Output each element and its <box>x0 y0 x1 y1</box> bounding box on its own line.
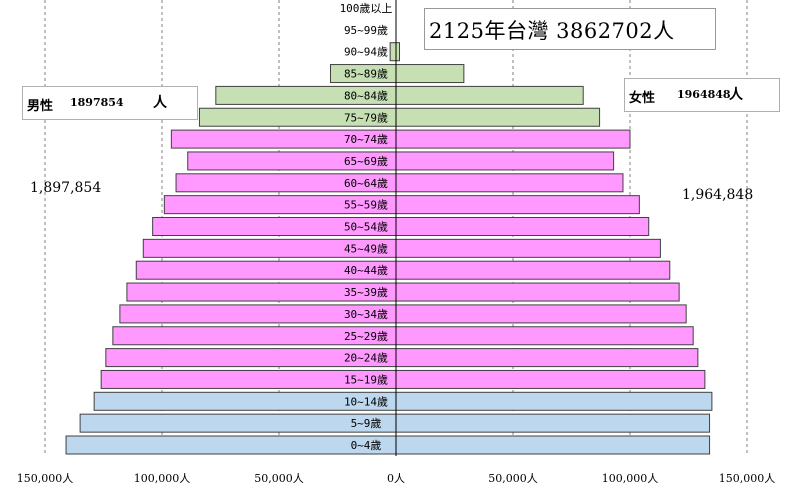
male-bar <box>79 413 397 433</box>
age-label: 60~64歲 <box>344 176 388 190</box>
female-bar <box>395 217 650 236</box>
chart-title: 2125年台灣 3862702人 <box>429 19 675 43</box>
female-bar <box>395 85 584 105</box>
female-bar <box>395 64 465 84</box>
female-bar <box>395 260 671 280</box>
male-bar <box>65 435 397 455</box>
age-label: 70~74歲 <box>344 132 388 146</box>
age-label: 80~84歲 <box>344 88 388 102</box>
female-legend-box: 女性 1964848 人 <box>624 78 780 112</box>
female-bar <box>395 413 711 433</box>
age-label: 25~29歲 <box>344 329 388 343</box>
female-bar <box>395 195 640 215</box>
age-label: 100歲以上 <box>340 1 393 15</box>
x-tick-label: 100,000人 <box>602 472 659 485</box>
age-label: 95~99歲 <box>344 23 388 37</box>
age-label: 10~14歲 <box>344 394 388 408</box>
female-bar <box>395 107 601 127</box>
male-unit: 人 <box>153 95 167 111</box>
male-legend-box: 男性 1897854 人 <box>22 86 198 120</box>
female-bar <box>395 238 661 258</box>
x-tick-label: 150,000人 <box>719 472 776 485</box>
male-total: 1,897,854 <box>30 180 102 196</box>
male-label: 男性 <box>27 99 54 114</box>
title-box: 2125年台灣 3862702人 <box>424 8 716 50</box>
age-label: 55~59歲 <box>344 198 388 212</box>
female-bar <box>395 173 624 193</box>
age-label: 85~89歲 <box>344 67 388 81</box>
age-label: 50~54歲 <box>344 220 388 234</box>
female-total: 1,964,848 <box>682 187 754 203</box>
age-label: 15~19歲 <box>344 372 388 386</box>
age-label: 40~44歲 <box>344 263 388 277</box>
x-tick-label: 0人 <box>387 472 405 485</box>
age-label: 90~94歲 <box>344 45 388 59</box>
female-bar <box>395 391 713 411</box>
male-bar <box>389 42 397 62</box>
female-count: 1964848 <box>677 88 731 101</box>
x-tick-label: 50,000人 <box>488 472 538 485</box>
female-bar <box>395 282 680 302</box>
female-bar <box>395 151 615 171</box>
age-label: 5~9歲 <box>351 416 382 430</box>
female-bar <box>395 369 706 389</box>
female-unit: 人 <box>729 87 743 103</box>
age-label: 30~34歲 <box>344 307 388 321</box>
age-label: 75~79歲 <box>344 110 388 124</box>
age-label: 65~69歲 <box>344 154 388 168</box>
female-bar <box>395 42 401 62</box>
female-bar <box>395 348 699 368</box>
x-tick-label: 150,000人 <box>17 472 74 485</box>
age-label: 35~39歲 <box>344 285 388 299</box>
x-tick-label: 50,000人 <box>254 472 304 485</box>
female-bar <box>395 304 687 324</box>
female-label: 女性 <box>629 91 656 106</box>
female-bar <box>395 326 694 346</box>
x-tick-label: 100,000人 <box>134 472 191 485</box>
age-label: 20~24歲 <box>344 351 388 365</box>
age-label: 45~49歲 <box>344 241 388 255</box>
female-bar <box>395 435 711 455</box>
male-count: 1897854 <box>70 96 124 109</box>
age-label: 0~4歲 <box>351 438 382 452</box>
female-bar <box>395 129 631 149</box>
